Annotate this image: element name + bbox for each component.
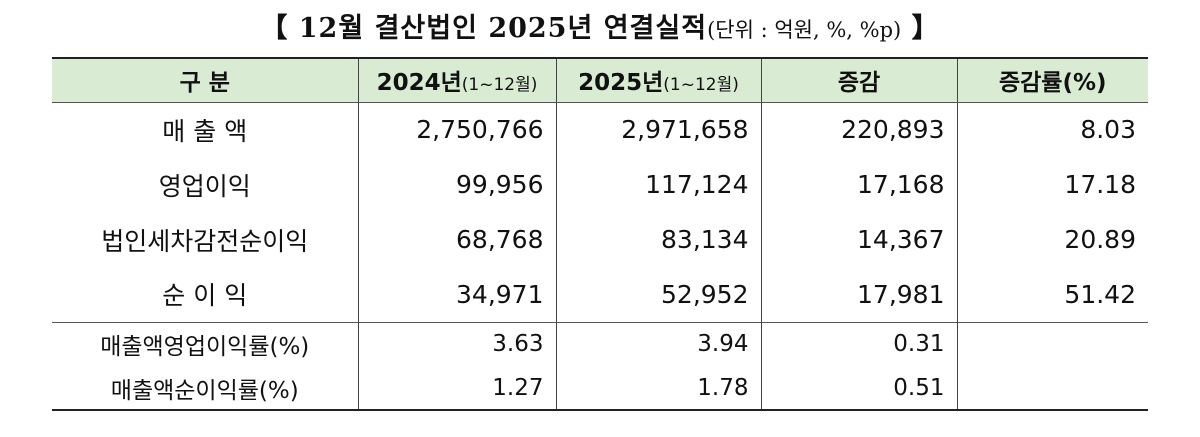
cell-2025: 83,134: [555, 212, 761, 267]
cell-2025: 52,952: [555, 267, 761, 322]
header-change-rate: 증감률(%): [956, 57, 1148, 103]
table-row: 법인세차감전순이익 68,768 83,134 14,367 20.89: [52, 212, 1148, 267]
row-label: 법인세차감전순이익: [101, 226, 309, 256]
table-row: 매출액영업이익률(%) 3.63 3.94 0.31: [52, 321, 1148, 411]
row-label: 매 출 액: [162, 116, 248, 146]
cell-2024: 68,768: [357, 212, 556, 267]
cell-rate: 51.42: [956, 267, 1148, 322]
cell-rate: 17.18: [956, 157, 1148, 212]
header-2025: 2025년(1~12월): [555, 57, 761, 103]
cell-2024: 99,956: [357, 157, 556, 212]
header-2025-year: 2025년: [578, 70, 664, 97]
cell-2024: 1.27: [357, 366, 556, 411]
header-change: 증감: [760, 57, 957, 103]
cell-change: 0.31: [760, 321, 957, 366]
cell-rate: 8.03: [956, 102, 1148, 157]
cell-2025: 2,971,658: [555, 102, 761, 157]
header-2025-period: (1~12월): [663, 75, 739, 96]
title-main: 12월 결산법인 2025년 연결실적: [298, 13, 708, 44]
header-category: 구 분: [52, 57, 358, 103]
cell-2024: 34,971: [357, 267, 556, 322]
title-open-bracket: 【: [260, 13, 289, 44]
cell-2025: 3.94: [555, 321, 761, 366]
cell-change: 17,981: [760, 267, 957, 322]
empty-rate-cell: [956, 321, 1148, 411]
cell-2024: 3.63: [357, 321, 556, 366]
row-label: 순 이 익: [162, 281, 248, 311]
cell-2025: 1.78: [555, 366, 761, 411]
table-row: 순 이 익 34,971 52,952 17,981 51.42: [52, 267, 1148, 322]
row-label: 매출액순이익률(%): [52, 366, 358, 411]
cell-rate: 20.89: [956, 212, 1148, 267]
header-2024: 2024년(1~12월): [357, 57, 556, 103]
cell-2024: 2,750,766: [357, 102, 556, 157]
cell-change: 14,367: [760, 212, 957, 267]
cell-change: 220,893: [760, 102, 957, 157]
cell-2025: 117,124: [555, 157, 761, 212]
table-row: 영업이익 99,956 117,124 17,168 17.18: [52, 157, 1148, 212]
title-close-bracket: 】: [911, 13, 940, 44]
row-label: 영업이익: [158, 171, 251, 201]
header-2024-period: (1~12월): [461, 75, 538, 96]
results-table: 구 분 2024년(1~12월) 2025년(1~12월) 증감 증감률(%) …: [52, 57, 1148, 411]
table-row: 매출액순이익률(%) 1.27 1.78 0.51: [52, 366, 1148, 411]
page-title: 【 12월 결산법인 2025년 연결실적(단위 : 억원, %, %p) 】: [0, 6, 1200, 45]
header-row: 구 분 2024년(1~12월) 2025년(1~12월) 증감 증감률(%): [52, 57, 1148, 103]
row-label: 매출액영업이익률(%): [52, 321, 358, 366]
header-2024-year: 2024년: [376, 70, 462, 97]
cell-change: 0.51: [760, 366, 957, 411]
title-unit: (단위 : 억원, %, %p): [707, 18, 902, 42]
table-row: 매 출 액 2,750,766 2,971,658 220,893 8.03: [52, 102, 1148, 157]
cell-change: 17,168: [760, 157, 957, 212]
